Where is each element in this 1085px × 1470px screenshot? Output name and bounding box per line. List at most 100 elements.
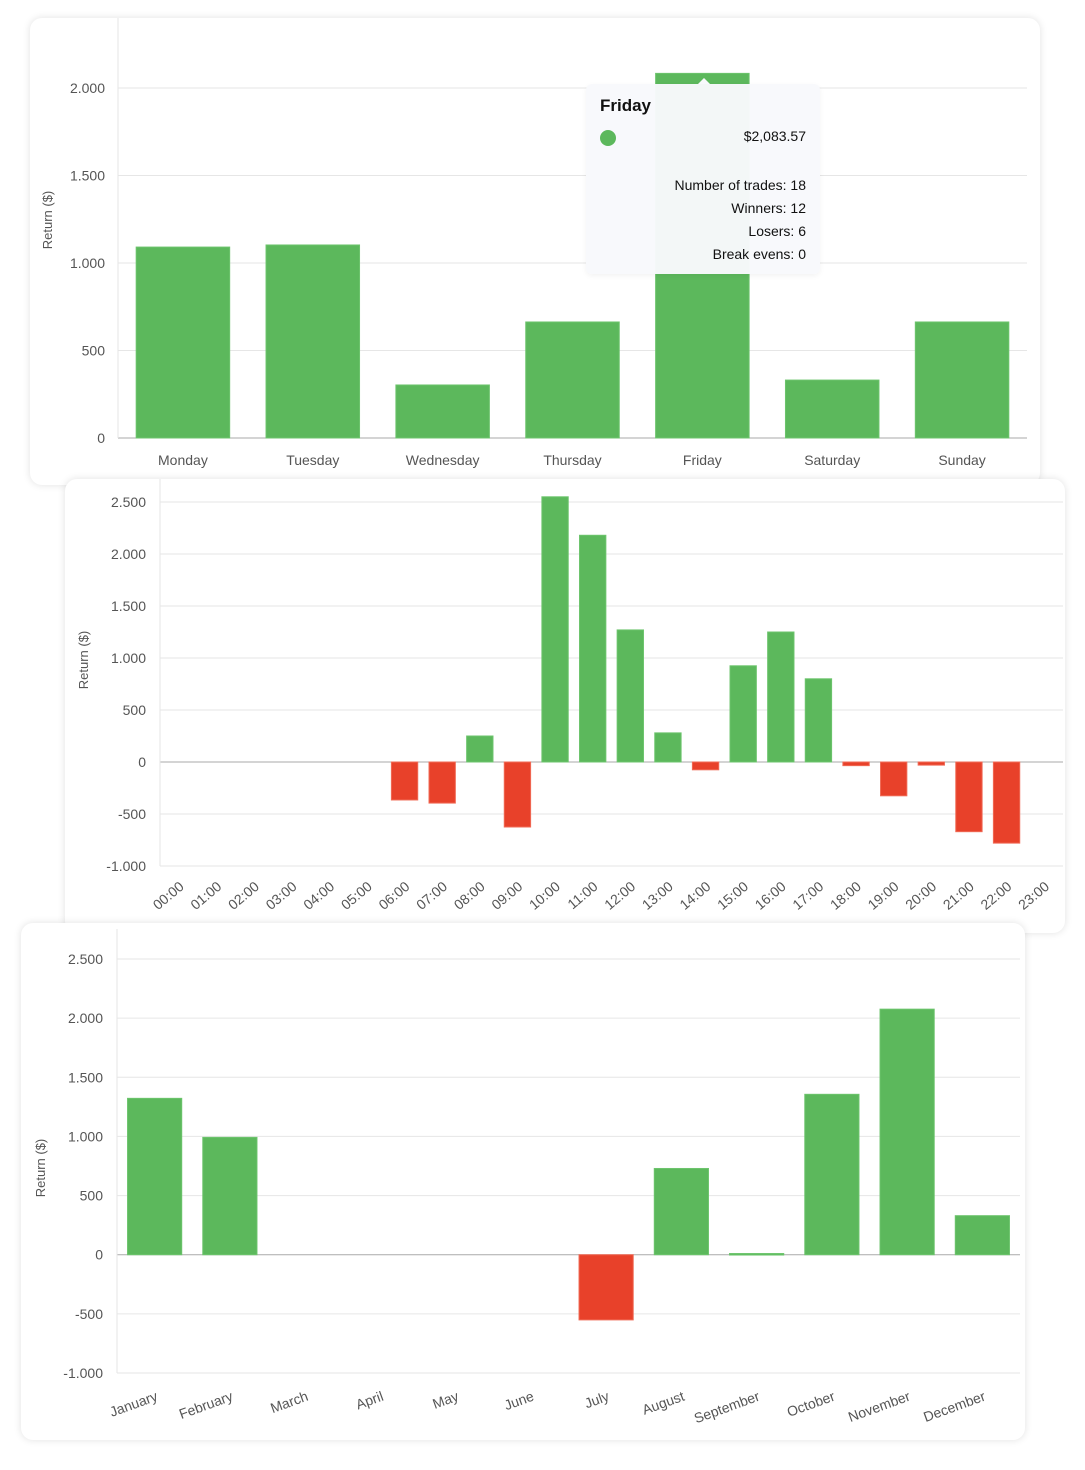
x-tick-label: Tuesday <box>286 452 339 468</box>
y-tick-label: 1.000 <box>68 1128 103 1144</box>
x-tick-label: 03:00 <box>262 878 299 913</box>
bar-0700 <box>428 761 456 804</box>
bar-sunday <box>914 321 1010 439</box>
series-color-dot-icon <box>600 130 616 146</box>
x-tick-label: November <box>846 1388 912 1425</box>
tooltip-arrow <box>698 78 710 84</box>
x-tick-label: 02:00 <box>225 878 262 913</box>
bar-0800 <box>466 735 494 763</box>
x-tick-label: Wednesday <box>406 452 480 468</box>
bar-february <box>202 1136 258 1256</box>
bar-2000 <box>917 761 945 766</box>
x-tick-label: March <box>268 1388 310 1416</box>
y-tick-label: 1.500 <box>111 598 146 614</box>
y-tick-label: 1.500 <box>68 1069 103 1085</box>
y-tick-label: -500 <box>118 806 146 822</box>
y-tick-label: 2.000 <box>70 80 105 96</box>
bar-1500 <box>729 665 757 763</box>
x-tick-label: 04:00 <box>300 878 337 913</box>
x-tick-label: February <box>177 1388 235 1422</box>
x-tick-label: 22:00 <box>977 878 1014 913</box>
x-tick-label: 18:00 <box>827 878 864 913</box>
bar-1000 <box>541 496 569 763</box>
tooltip-losers: Losers: 6 <box>748 223 806 239</box>
y-axis-title: Return ($) <box>40 191 55 250</box>
tooltip-break-evens: Break evens: 0 <box>712 246 806 262</box>
x-tick-label: October <box>785 1388 838 1420</box>
y-axis-title: Return ($) <box>76 631 91 690</box>
hourly-returns-card: -1.000 -500 0 500 1.000 1.500 2.000 2.500 Return… <box>65 479 1065 933</box>
x-tick-label: 20:00 <box>902 878 939 913</box>
x-tick-label: 16:00 <box>752 878 789 913</box>
x-tick-label: Saturday <box>804 452 860 468</box>
bar-0900 <box>503 761 532 828</box>
x-tick-label: 23:00 <box>1015 878 1052 913</box>
x-tick-label: Thursday <box>543 452 601 468</box>
bar-wednesday <box>395 384 490 439</box>
x-tick-label: 06:00 <box>375 878 412 913</box>
bar-1600 <box>767 631 795 763</box>
x-tick-label: 10:00 <box>526 878 563 913</box>
hourly-returns-chart: -1.000 -500 0 500 1.000 1.500 2.000 2.500 Return… <box>76 479 1063 913</box>
bar-monday <box>135 246 231 439</box>
tooltip-value: $2,083.57 <box>743 128 806 144</box>
y-axis-title: Return ($) <box>33 1139 48 1198</box>
x-tick-label: 21:00 <box>940 878 977 913</box>
bar-saturday <box>784 379 880 439</box>
tooltip-trades: Number of trades: 18 <box>674 177 806 193</box>
monthly-returns-card: -1.000 -500 0 500 1.000 1.500 2.000 2.500 Return… <box>21 923 1025 1440</box>
x-tick-label: 08:00 <box>451 878 488 913</box>
x-tick-label: 09:00 <box>488 878 525 913</box>
bar-1800 <box>842 761 870 767</box>
bar-july <box>578 1254 634 1321</box>
y-tick-label: 2.000 <box>111 546 146 562</box>
x-tick-label: May <box>430 1388 460 1412</box>
y-tick-label: -1.000 <box>106 858 146 874</box>
bar-2200 <box>992 761 1021 844</box>
bar-tuesday <box>265 244 361 439</box>
y-tick-label: 500 <box>80 1188 104 1204</box>
y-tick-label: 500 <box>82 343 106 359</box>
x-tick-label: 19:00 <box>864 878 901 913</box>
x-tick-label: 15:00 <box>714 878 751 913</box>
x-tick-label: Friday <box>683 452 722 468</box>
bar-september <box>729 1253 785 1256</box>
y-tick-label: 0 <box>138 754 146 770</box>
x-tick-label: April <box>354 1388 386 1413</box>
x-tick-label: 12:00 <box>601 878 638 913</box>
y-tick-label: 1.000 <box>111 650 146 666</box>
x-tick-label: 17:00 <box>789 878 826 913</box>
monthly-returns-chart: -1.000 -500 0 500 1.000 1.500 2.000 2.500 Return… <box>33 929 1020 1427</box>
bar-january <box>127 1097 183 1256</box>
x-tick-label: December <box>921 1388 987 1425</box>
x-tick-label: September <box>692 1388 762 1427</box>
bar-2100 <box>955 761 983 833</box>
tooltip-title: Friday <box>600 96 652 115</box>
y-tick-label: 1.000 <box>70 255 105 271</box>
bar-thursday <box>525 321 620 439</box>
tooltip-winners: Winners: 12 <box>731 200 806 216</box>
y-tick-label: -500 <box>75 1306 103 1322</box>
weekday-returns-chart: 0 500 1.000 1.500 2.000 Return ($) Monday Tuesd… <box>40 18 1027 468</box>
x-tick-label: August <box>640 1388 687 1418</box>
y-tick-label: 0 <box>95 1247 103 1263</box>
bar-1700 <box>804 678 833 763</box>
bar-1400 <box>691 761 720 771</box>
y-tick-label: 0 <box>97 430 105 446</box>
x-tick-label: 01:00 <box>187 878 224 913</box>
x-tick-label: 13:00 <box>639 878 676 913</box>
x-tick-label: 14:00 <box>676 878 713 913</box>
y-tick-label: -1.000 <box>63 1365 103 1381</box>
weekday-returns-card: 0 500 1.000 1.500 2.000 Return ($) Monday Tuesd… <box>30 18 1040 485</box>
y-tick-label: 2.500 <box>111 494 146 510</box>
bar-1300 <box>654 732 682 763</box>
x-tick-label: 11:00 <box>564 878 600 912</box>
bar-0600 <box>390 761 419 801</box>
chart-tooltip: Friday $2,083.57 Number of trades: 18 Wi… <box>586 78 820 274</box>
bar-december <box>954 1215 1010 1256</box>
bar-november <box>879 1008 935 1256</box>
y-tick-label: 1.500 <box>70 168 105 184</box>
y-tick-label: 2.500 <box>68 951 103 967</box>
bar-august <box>653 1167 709 1256</box>
x-tick-label: 07:00 <box>413 878 450 913</box>
